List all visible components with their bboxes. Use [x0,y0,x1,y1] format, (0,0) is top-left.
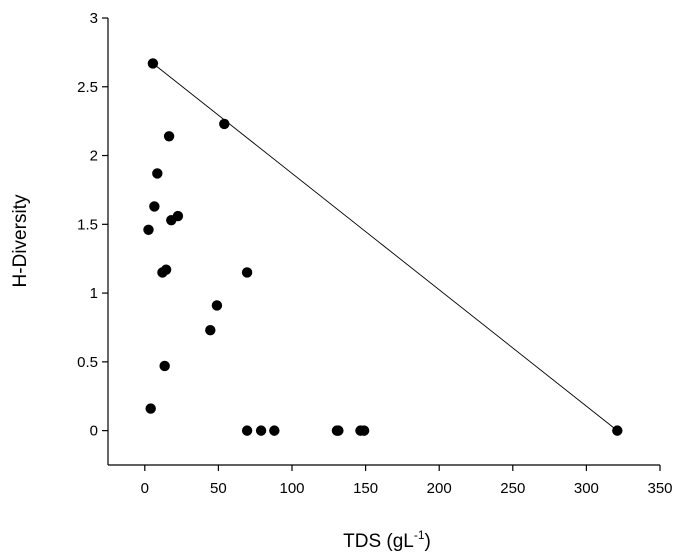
x-ticks: 0 50 100 150 200 250 300 350 [141,465,673,497]
y-axis-label: H-Diversity [10,194,31,287]
x-axis-label: TDS (gL-1) [343,528,431,552]
y-tick-label: 0 [90,423,98,440]
x-tick-label: 100 [279,480,304,497]
y-ticks: 0 0.5 1 1.5 2 2.5 3 [77,10,108,440]
x-tick-label: 350 [647,480,672,497]
data-point [159,360,170,372]
data-point [241,425,253,436]
data-point [358,425,370,436]
data-point [612,425,623,436]
data-point [205,325,216,336]
data-point [166,214,177,226]
y-tick-label: 2 [90,148,98,165]
y-tick-label: 1.5 [77,216,98,233]
plot-area: 0 50 100 150 200 250 300 350 0 0.5 1 1.5 2 2.5 3 [77,10,672,497]
y-tick-label: 0.5 [77,354,98,371]
data-point [211,300,223,311]
y-tick-label: 1 [90,285,98,302]
x-tick-label: 250 [500,480,525,497]
data-point [269,425,280,436]
x-tick-label: 200 [427,480,452,497]
data-point [143,224,154,236]
data-points [143,58,623,436]
x-tick-label: 0 [141,480,149,497]
data-point [157,267,168,278]
y-tick-label: 3 [90,10,98,27]
data-point [163,131,175,142]
data-point [149,201,160,212]
data-point [241,267,253,278]
data-point [147,58,159,69]
data-point [145,403,156,414]
y-tick-label: 2.5 [77,79,98,96]
data-point [219,118,230,130]
x-tick-label: 300 [574,480,599,497]
fit-lines [152,63,618,431]
fit-line [152,63,618,431]
data-point [152,168,163,179]
data-point [255,425,267,436]
x-tick-label: 50 [210,480,227,497]
x-tick-label: 150 [353,480,378,497]
data-point [333,425,344,436]
